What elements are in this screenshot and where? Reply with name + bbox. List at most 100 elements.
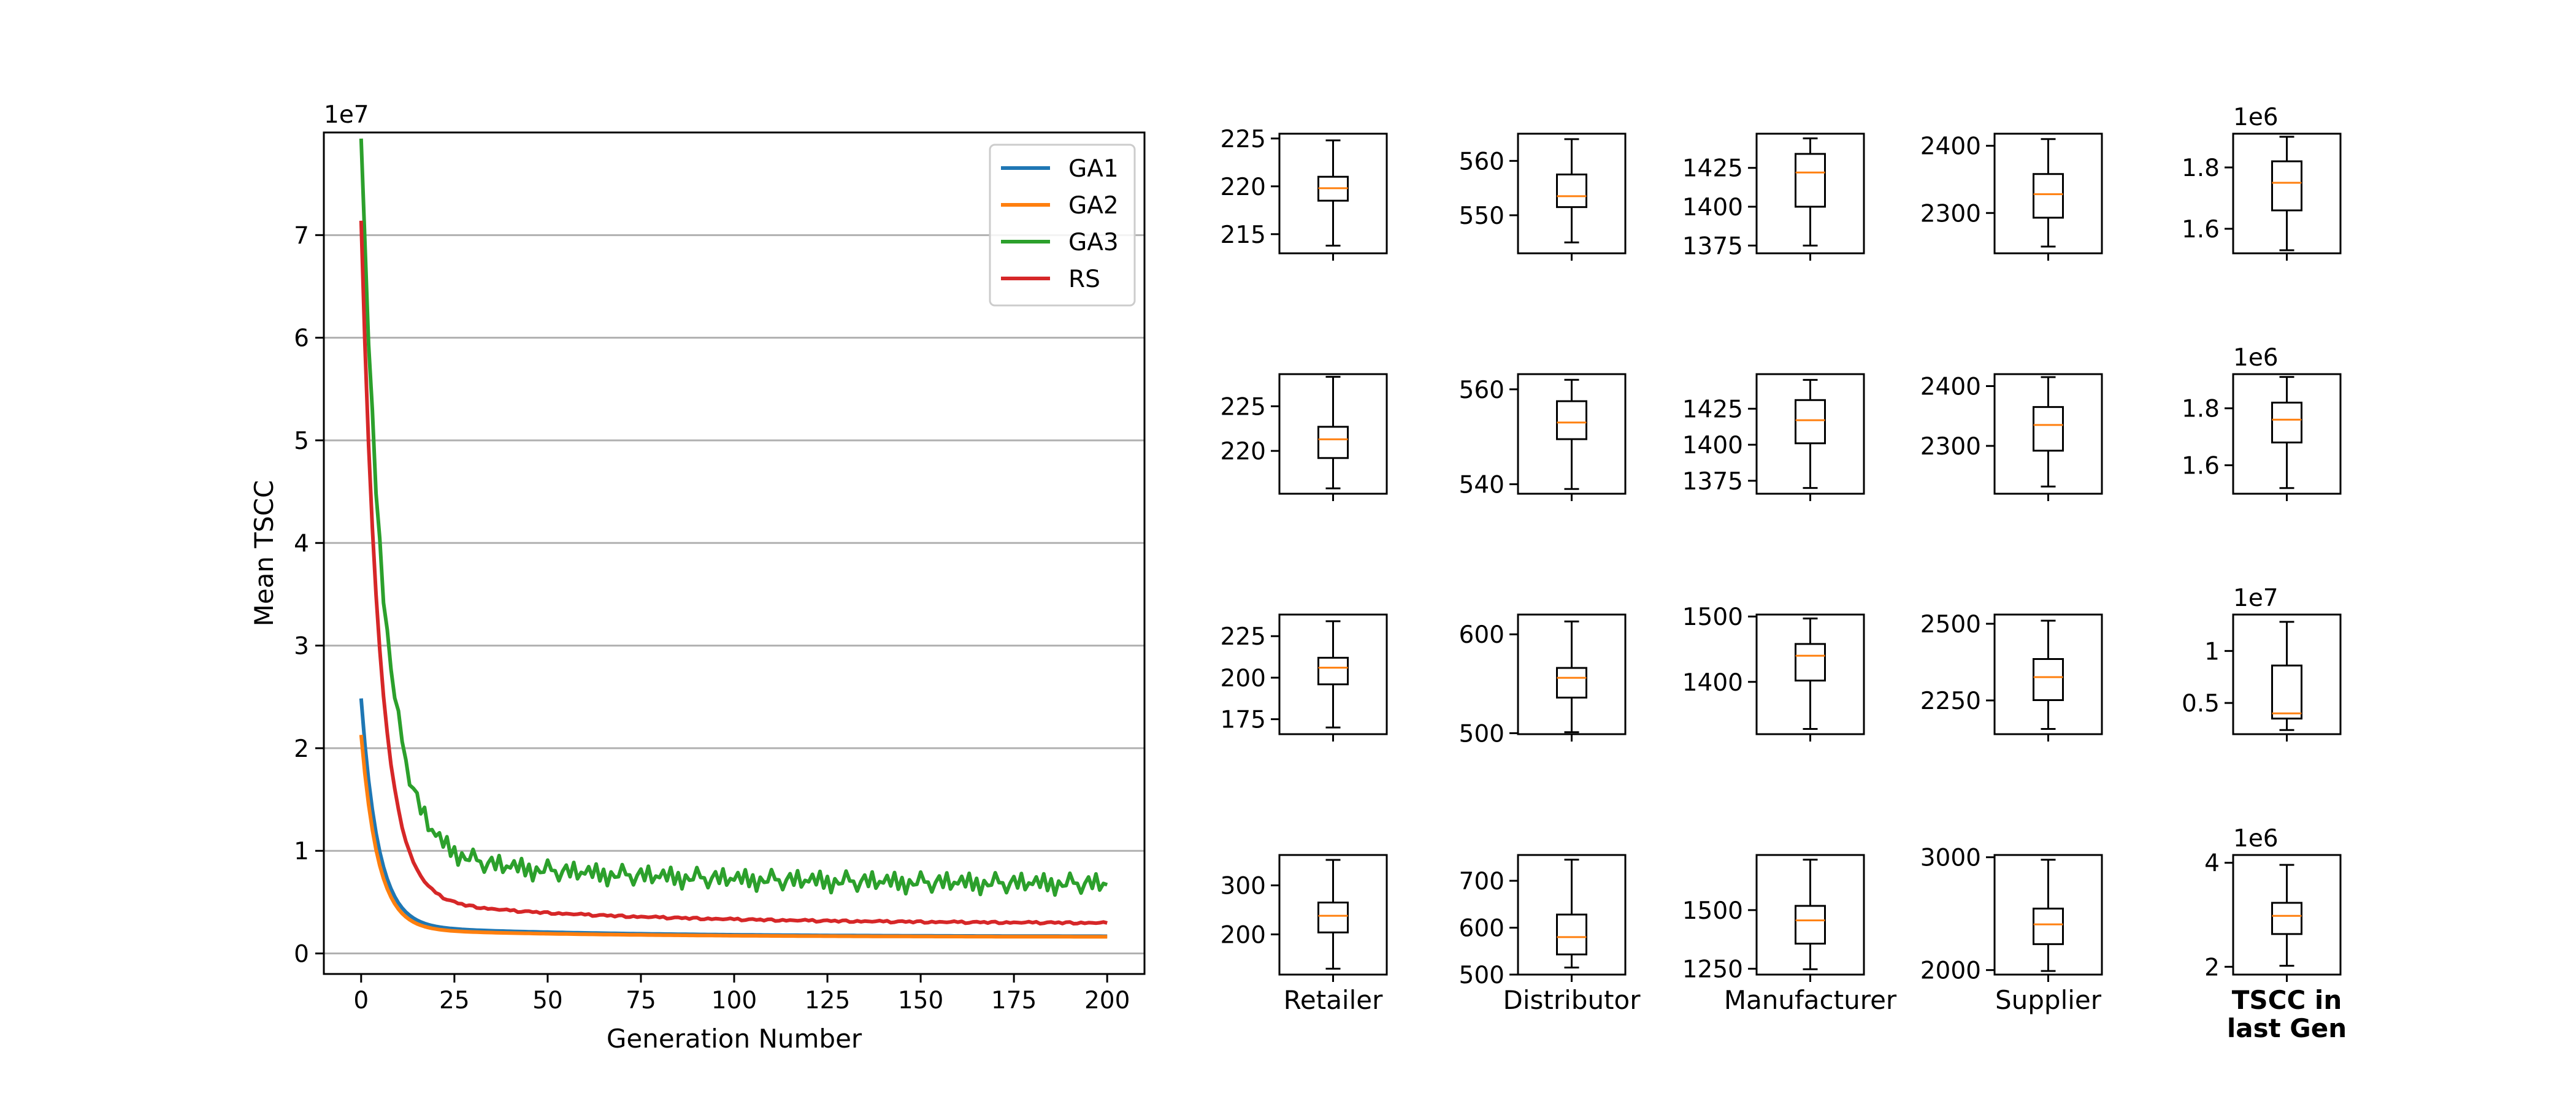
y-tick-label: 1500: [1682, 897, 1743, 925]
iqr-box: [1317, 426, 1349, 459]
y-tick-label: 215: [1221, 221, 1266, 249]
y-scale-offset: 1e7: [2233, 585, 2279, 612]
x-axis-label: Generation Number: [607, 1024, 862, 1054]
iqr-box: [2271, 401, 2302, 443]
y-tick-label: 2400: [1920, 374, 1981, 401]
y-scale-offset: 1e7: [324, 101, 369, 129]
x-tick-label: 0: [353, 987, 369, 1014]
legend-label-ga3: GA3: [1068, 229, 1119, 256]
iqr-box: [1556, 913, 1587, 956]
y-tick-label: 600: [1459, 915, 1505, 943]
x-tick-label: 150: [898, 987, 943, 1014]
y-tick-label: 1375: [1682, 468, 1743, 496]
boxplot-r1-c3: 1375 1400 1425: [1682, 132, 1865, 261]
boxplot-r3-c5: 0.5 1 1e7: [2182, 585, 2342, 742]
iqr-box: [1795, 153, 1826, 208]
y-tick-label: 2250: [1920, 688, 1981, 715]
iqr-box: [1556, 667, 1587, 699]
y-tick-label: 200: [1221, 921, 1266, 949]
y-tick-label: 600: [1459, 621, 1505, 649]
iqr-box: [2033, 173, 2064, 219]
y-tick-label: 1.6: [2182, 216, 2220, 243]
y-tick-label: 2500: [1920, 611, 1981, 638]
x-tick-label: 75: [626, 987, 656, 1014]
y-scale-offset: 1e6: [2233, 825, 2279, 853]
boxplot-r1-c1: 215 220 225: [1221, 126, 1388, 261]
y-tick-label: 175: [1221, 707, 1266, 734]
iqr-box: [2033, 907, 2064, 945]
column-label: Distributor: [1503, 985, 1641, 1015]
iqr-box: [2271, 902, 2302, 935]
y-tick-label: 3: [294, 633, 309, 661]
y-scale-offset: 1e6: [2233, 344, 2279, 372]
x-tick-label: 125: [805, 987, 850, 1014]
y-tick-label: 2000: [1920, 957, 1981, 985]
legend-label-rs: RS: [1068, 266, 1100, 293]
y-tick-label: 2400: [1920, 133, 1981, 161]
y-tick-label: 1500: [1682, 604, 1743, 631]
y-tick-label: 1.6: [2182, 453, 2220, 480]
y-tick-label: 3000: [1920, 845, 1981, 872]
boxplot-r2-c3: 1375 1400 1425: [1682, 373, 1865, 501]
boxplot-r4-c4: 2000 3000 Supplier: [1920, 845, 2103, 1015]
y-tick-label: 700: [1459, 868, 1505, 895]
x-tick-label: 25: [439, 987, 470, 1014]
boxplot-r2-c4: 2300 2400: [1920, 373, 2103, 501]
y-tick-label: 7: [294, 222, 309, 250]
line-chart-mean-tscc: 0 25 50 75 100 125 150 175 200 0 1 2 3 4 5 6 7 1e7 Generat…: [249, 101, 1146, 1054]
boxplot-r4-c2: 500 600 700 Distributor: [1459, 854, 1641, 1015]
y-tick-label: 1.8: [2182, 155, 2220, 182]
y-tick-label: 2: [294, 735, 309, 763]
iqr-box: [1556, 173, 1587, 209]
iqr-box: [1795, 643, 1826, 682]
column-label: TSCC in: [2232, 985, 2342, 1015]
y-tick-label: 2300: [1920, 200, 1981, 228]
y-tick-label: 500: [1459, 720, 1505, 748]
y-tick-label: 2: [2204, 954, 2220, 981]
boxplot-r4-c1: 200 300 Retailer: [1221, 854, 1388, 1015]
series-line-ga1: [359, 698, 1108, 938]
y-axis-label: Mean TSCC: [249, 480, 279, 627]
y-tick-label: 225: [1221, 126, 1266, 153]
y-tick-label: 4: [2204, 850, 2220, 878]
legend-label-ga1: GA1: [1068, 155, 1119, 183]
boxplot-grid: 215220225550560137514001425230024001.61.…: [1221, 104, 2347, 1043]
y-tick-label: 1: [2204, 638, 2220, 665]
iqr-box: [2271, 160, 2302, 212]
y-tick-label: 300: [1221, 873, 1266, 900]
iqr-box: [2033, 406, 2064, 452]
y-tick-label: 1425: [1682, 396, 1743, 423]
x-tick-label: 100: [711, 987, 757, 1014]
y-tick-label: 1250: [1682, 956, 1743, 983]
y-tick-label: 1400: [1682, 432, 1743, 459]
iqr-box: [1317, 656, 1349, 686]
column-label: last Gen: [2227, 1013, 2347, 1043]
y-tick-label: 560: [1459, 377, 1505, 404]
column-label: Supplier: [1995, 985, 2102, 1015]
boxplot-r2-c2: 540 560: [1459, 373, 1627, 501]
boxplot-r1-c5: 1.6 1.8 1e6: [2182, 104, 2342, 261]
series-line-ga3: [359, 138, 1108, 897]
y-tick-label: 550: [1459, 202, 1505, 230]
y-tick-label: 225: [1221, 623, 1266, 651]
boxplot-r3-c1: 175 200 225: [1221, 613, 1388, 742]
boxplot-r2-c5: 1.6 1.8 1e6: [2182, 344, 2342, 501]
legend-label-ga2: GA2: [1068, 192, 1119, 220]
y-tick-label: 1.8: [2182, 396, 2220, 423]
boxplot-r1-c2: 550 560: [1459, 132, 1627, 261]
y-tick-label: 220: [1221, 174, 1266, 201]
series-line-ga2: [359, 734, 1108, 939]
iqr-box: [1556, 400, 1587, 440]
y-tick-label: 5: [294, 427, 309, 455]
iqr-box: [1795, 905, 1826, 945]
iqr-box: [2271, 664, 2302, 720]
y-tick-label: 4: [294, 530, 309, 558]
boxplot-r3-c3: 1400 1500: [1682, 604, 1865, 742]
y-tick-label: 0: [294, 941, 309, 968]
y-tick-label: 220: [1221, 438, 1266, 466]
legend: [989, 144, 1136, 307]
iqr-box: [1317, 902, 1349, 933]
boxplot-r1-c4: 2300 2400: [1920, 132, 2103, 261]
boxplot-r4-c3: 1250 1500 Manufacturer: [1682, 854, 1897, 1015]
